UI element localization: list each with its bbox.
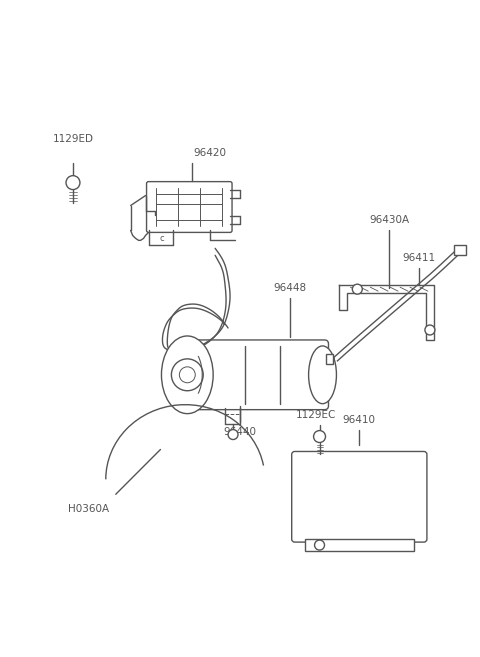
Text: 1129ED: 1129ED	[52, 134, 94, 144]
Text: 96411: 96411	[402, 254, 435, 263]
Circle shape	[66, 175, 80, 190]
Circle shape	[180, 367, 195, 383]
FancyBboxPatch shape	[292, 451, 427, 542]
Text: c: c	[159, 234, 164, 243]
Bar	[325, 354, 334, 364]
Circle shape	[228, 430, 238, 440]
Circle shape	[171, 359, 203, 391]
Text: 96448: 96448	[273, 283, 306, 293]
Ellipse shape	[161, 336, 213, 414]
Circle shape	[313, 430, 325, 443]
Text: 96430A: 96430A	[369, 215, 409, 225]
FancyBboxPatch shape	[146, 181, 232, 233]
Bar	[454, 245, 466, 256]
Polygon shape	[339, 285, 434, 340]
Text: 1129EC: 1129EC	[295, 409, 336, 420]
Text: H0360A: H0360A	[68, 504, 109, 514]
Text: 96410: 96410	[343, 415, 376, 424]
Circle shape	[352, 284, 362, 294]
Text: 96440: 96440	[224, 426, 256, 436]
Bar	[305, 539, 414, 551]
Circle shape	[314, 540, 324, 550]
Text: 96420: 96420	[193, 148, 227, 158]
FancyBboxPatch shape	[181, 340, 328, 410]
Circle shape	[425, 325, 435, 335]
Ellipse shape	[309, 346, 336, 403]
